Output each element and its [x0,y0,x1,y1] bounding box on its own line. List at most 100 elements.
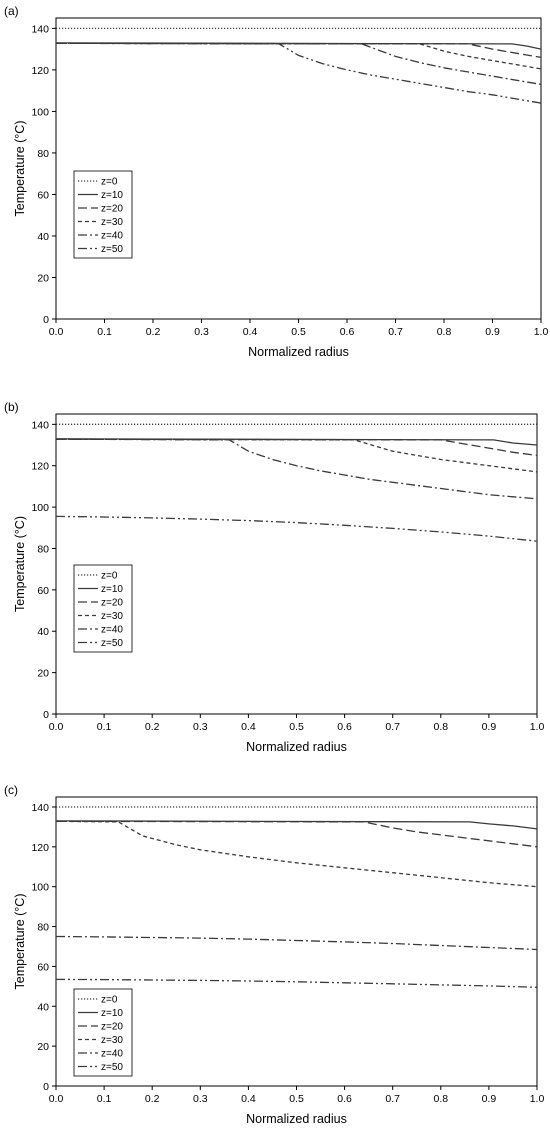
y-tick-label: 80 [37,922,49,934]
y-tick-label: 60 [37,585,49,597]
x-tick-label: 0.7 [385,721,400,733]
legend-label: z=0 [101,995,118,1006]
x-tick-label: 0.0 [49,1093,64,1105]
legend-label: z=20 [101,1022,123,1033]
x-tick-label: 0.1 [97,1093,112,1105]
y-tick-label: 140 [31,802,49,814]
series-line-z40 [55,935,538,951]
series-line-z50 [55,978,538,988]
x-axis-label: Normalized radius [248,345,349,359]
x-tick-label: 0.6 [340,326,355,338]
x-tick-label: 0.2 [146,326,161,338]
x-tick-label: 0.4 [241,721,256,733]
legend-label: z=30 [101,1035,123,1046]
y-tick-label: 20 [37,1041,49,1053]
x-tick-label: 0.5 [291,326,306,338]
x-tick-label: 0.8 [437,326,452,338]
y-tick-label: 100 [31,502,49,514]
x-tick-label: 0.0 [49,326,64,338]
x-tick-label: 0.2 [145,1093,160,1105]
x-tick-label: 0.3 [193,721,208,733]
series-line-z30 [55,438,538,473]
x-axis-label: Normalized radius [246,1112,347,1126]
legend-label: z=40 [101,625,123,636]
legend-label: z=20 [101,204,123,215]
x-tick-label: 0.9 [482,721,497,733]
y-tick-label: 120 [31,65,49,77]
legend-label: z=10 [101,584,123,595]
series-line-z30 [55,42,542,70]
y-tick-label: 60 [37,961,49,973]
chart-panel-2: (b) 0.0 0.1 0.2 0.3 0.4 0.5 0.6 0.7 0.8 0.9 1.0 0 20 4… [4,400,544,754]
x-tick-label: 0.7 [385,1093,400,1105]
x-tick-label: 0.2 [145,721,160,733]
plot-frame [55,17,542,320]
y-axis-label: Temperature (°C) [13,894,27,990]
panel-label: (a) [4,4,19,18]
series-line-z50 [55,515,538,542]
x-tick-label: 0.1 [97,326,112,338]
x-tick-label: 1.0 [530,1093,545,1105]
chart-panel-3: (c) 0.0 0.1 0.2 0.3 0.4 0.5 0.6 0.7 0.8 0.9 1.0 0 20 4… [4,783,544,1126]
panel-label: (c) [4,783,18,797]
legend-box [73,988,133,1077]
legend-label: z=10 [101,190,123,201]
y-tick-label: 20 [37,272,49,284]
legend-label: z=0 [101,571,118,582]
y-axis-label: Temperature (°C) [13,516,27,612]
y-tick-label: 60 [37,189,49,201]
legend-label: z=10 [101,1008,123,1019]
y-tick-label: 120 [31,461,49,473]
chart-panel-1: (a) 0.0 0.1 0.2 0.3 0.4 0.5 0.6 0.7 0.8 0.9 1.0 0 20 4… [4,4,548,359]
y-tick-label: 40 [37,1001,49,1013]
legend-label: z=50 [101,1062,123,1073]
x-tick-label: 0.9 [482,1093,497,1105]
legend-label: z=40 [101,1049,123,1060]
plot-frame [55,413,538,715]
x-tick-label: 0.6 [337,1093,352,1105]
legend-label: z=20 [101,598,123,609]
y-tick-label: 80 [37,148,49,160]
legend-label: z=50 [101,638,123,649]
legend-label: z=30 [101,217,123,228]
x-tick-label: 1.0 [534,326,549,338]
x-tick-label: 0.4 [241,1093,256,1105]
legend-label: z=50 [101,244,123,255]
y-tick-label: 0 [43,1081,49,1093]
series-line-z20 [55,438,538,457]
x-axis-label: Normalized radius [246,740,347,754]
x-tick-label: 0.9 [485,326,500,338]
y-tick-label: 140 [31,419,49,431]
y-axis-label: Temperature (°C) [13,121,27,217]
x-tick-label: 0.6 [337,721,352,733]
y-tick-label: 0 [43,709,49,721]
y-tick-label: 140 [31,23,49,35]
x-tick-label: 0.0 [49,721,64,733]
y-tick-label: 40 [37,231,49,243]
panel-label: (b) [4,400,19,414]
series-line-z50 [55,42,542,104]
x-tick-label: 0.1 [97,721,112,733]
x-tick-label: 0.5 [289,1093,304,1105]
x-tick-label: 1.0 [530,721,545,733]
y-tick-label: 100 [31,882,49,894]
x-tick-label: 0.8 [433,721,448,733]
legend-label: z=0 [101,177,118,188]
y-tick-label: 0 [43,314,49,326]
y-tick-label: 100 [31,106,49,118]
legend-label: z=30 [101,611,123,622]
legend-label: z=40 [101,231,123,242]
y-tick-label: 80 [37,543,49,555]
legend: z=0 z=10 z=20 z=30 z=40 z=50 [73,564,133,653]
series-line-z20 [55,820,538,848]
legend-box [73,170,133,259]
x-tick-label: 0.3 [194,326,209,338]
x-tick-label: 0.4 [243,326,258,338]
series-line-z40 [55,42,542,86]
legend: z=0 z=10 z=20 z=30 z=40 z=50 [73,988,133,1077]
y-tick-label: 120 [31,842,49,854]
series-line-z30 [55,820,538,888]
legend-box [73,564,133,653]
